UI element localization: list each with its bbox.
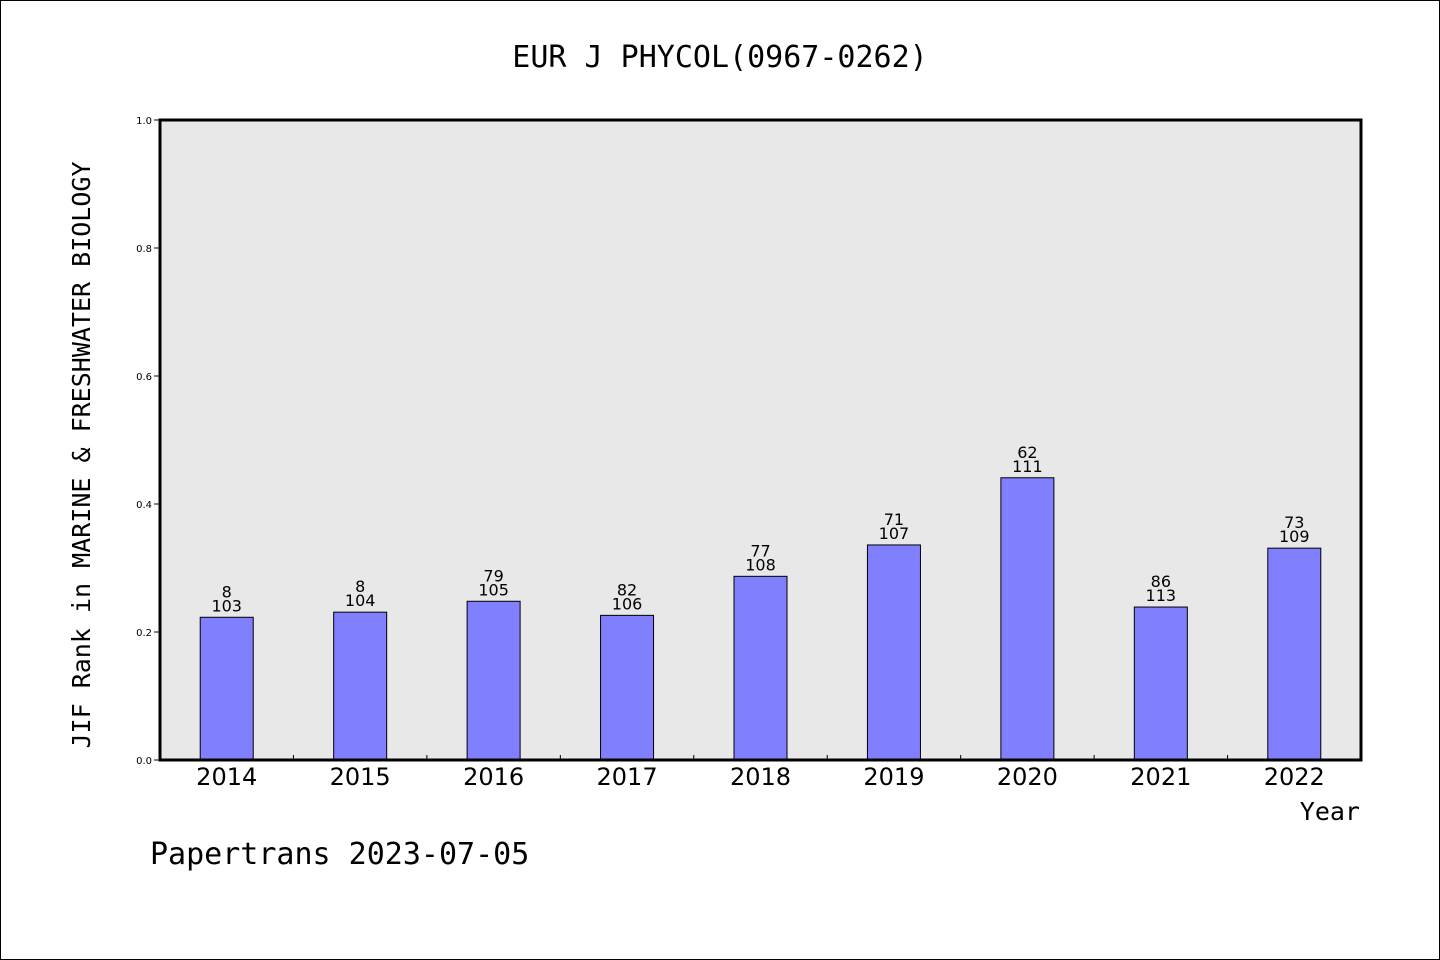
x-tick-label: 2015 (330, 763, 391, 791)
footer-credit: Papertrans 2023-07-05 (150, 837, 529, 872)
bar-total-label: 108 (745, 555, 776, 574)
plot-border (158, 118, 1363, 762)
bar-2014 (199, 616, 254, 761)
y-axis: 0.0 0.2 0.4 0.6 0.8 1.0 (136, 116, 160, 767)
bars-group (199, 477, 1322, 761)
bar-rank-label: 8 (222, 582, 232, 601)
y-tick-label: 0.2 (136, 628, 152, 639)
y-tick-label: 0.4 (136, 500, 152, 511)
bar-total-label: 105 (478, 580, 509, 599)
y-tick-label: 0.8 (136, 244, 152, 255)
y-axis-label: JIF Rank in MARINE & FRESHWATER BIOLOGY (67, 162, 96, 749)
bar-2016 (466, 600, 521, 761)
x-tick-label: 2020 (997, 763, 1058, 791)
x-tick-label: 2017 (597, 763, 658, 791)
x-tick-label: 2014 (196, 763, 257, 791)
chart-title: EUR J PHYCOL(0967-0262) (512, 40, 927, 75)
bar-2019 (866, 544, 921, 761)
bar-total-label: 103 (211, 596, 242, 615)
bar-rank-label: 79 (483, 566, 503, 585)
bar-rank-label: 71 (884, 510, 904, 529)
y-tick-label: 0.0 (136, 756, 152, 767)
bar-rank-label: 73 (1284, 513, 1304, 532)
y-tick-label: 1.0 (136, 116, 152, 127)
bar-total-label: 113 (1146, 586, 1177, 605)
x-axis: 2014 2015 2016 2017 2018 2019 2020 2021 2022 (196, 755, 1325, 791)
bar-total-label: 111 (1012, 457, 1043, 476)
bar-2021 (1133, 606, 1188, 761)
x-tick-label: 2022 (1264, 763, 1325, 791)
bar-rank-label: 8 (355, 577, 365, 596)
bar-total-label: 109 (1279, 527, 1310, 546)
bar-total-label: 107 (879, 524, 910, 543)
bar-rank-label: 62 (1017, 443, 1037, 462)
x-axis-label: Year (1300, 797, 1360, 826)
x-tick-label: 2016 (463, 763, 524, 791)
bar-2018 (733, 575, 788, 761)
bar-total-label: 104 (345, 591, 376, 610)
bar-rank-label: 77 (750, 541, 770, 560)
x-tick-label: 2019 (863, 763, 924, 791)
bar-total-label: 106 (612, 594, 643, 613)
bar-rank-label: 86 (1151, 572, 1171, 591)
bar-2017 (600, 614, 655, 761)
x-tick-label: 2018 (730, 763, 791, 791)
bar-2022 (1267, 547, 1322, 761)
bar-rank-label: 82 (617, 580, 637, 599)
y-tick-label: 0.6 (136, 372, 152, 383)
x-tick-label: 2021 (1130, 763, 1191, 791)
bar-2020 (1000, 477, 1055, 761)
bar-2015 (333, 611, 388, 761)
